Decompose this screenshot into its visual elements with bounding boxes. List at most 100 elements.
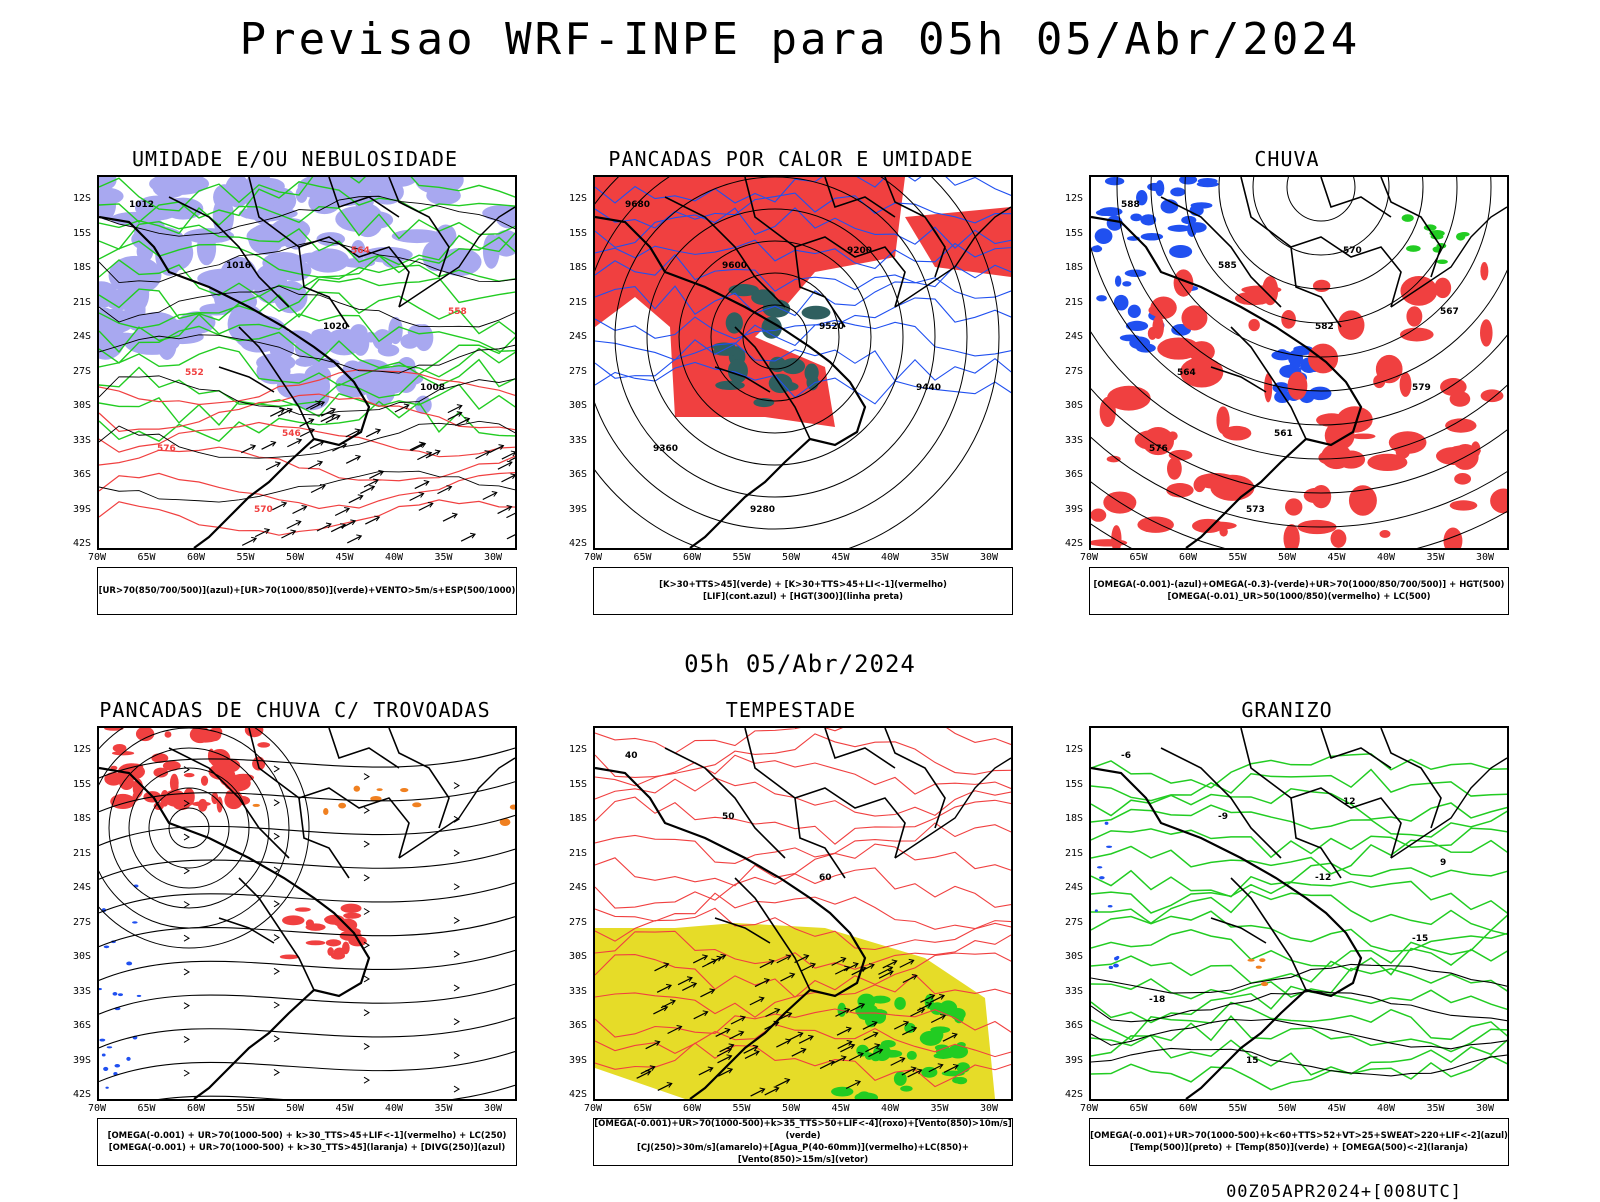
contour-label: -9 [1218, 812, 1228, 822]
lon-tick-label: 45W [831, 1103, 850, 1114]
contour-label: 9440 [916, 383, 941, 393]
lat-tick-label: 21S [1064, 847, 1083, 859]
map-granizo: -6 -9 -12 -15 -18 15 12 9 [1089, 726, 1509, 1101]
lon-tick-label: 65W [137, 552, 156, 563]
map-field-plot: 1012 1016 1020 1008 576 570 564 558 552 546 [99, 177, 515, 548]
contour-label: 552 [185, 368, 204, 378]
lon-tick-label: 55W [1228, 1103, 1247, 1114]
legend-line: [OMEGA(-0.001)+UR>70(1000-500)+k>35_TTS>… [594, 1119, 1012, 1141]
lon-tick-label: 70W [583, 552, 603, 563]
lon-tick-label: 50W [1277, 1103, 1297, 1114]
lat-tick-label: 42S [72, 538, 91, 549]
lat-tick-label: 18S [568, 262, 587, 273]
panel-tempestade: TEMPESTADE 12S 15S 18S 21S 24S 27S 30S 33S 36S 39S… [541, 698, 1041, 1198]
contour-label: 564 [351, 246, 370, 256]
lon-tick-label: 65W [633, 1103, 652, 1114]
lat-tick-label: 27S [1064, 916, 1083, 928]
legend-line: [LIF](cont.azul) + [HGT(300)](linha pret… [702, 592, 904, 602]
main-title: Previsao WRF-INPE para 05h 05/Abr/2024 [239, 14, 1361, 65]
lat-tick-label: 36S [72, 1020, 91, 1031]
panel-title: GRANIZO [1241, 698, 1333, 722]
lon-tick-label: 45W [335, 552, 354, 563]
contour-label: 1016 [226, 261, 251, 271]
lat-tick-label: 12S [1064, 744, 1083, 755]
panel-pancadas-trovoadas: PANCADAS DE CHUVA C/ TROVOADAS 12S 15S 18S 2… [45, 698, 545, 1198]
lon-tick-label: 70W [1079, 552, 1099, 563]
contour-label: 585 [1218, 261, 1237, 271]
lat-tick-label: 42S [568, 538, 587, 549]
map-tempestade: 40 50 60 [593, 726, 1013, 1101]
lat-tick-label: 24S [1064, 331, 1083, 342]
lon-tick-label: 45W [1327, 552, 1346, 563]
panel-legend: [K>30+TTS>45](verde) + [K>30+TTS>45+LI<-… [593, 567, 1013, 615]
lon-tick-label: 70W [87, 1103, 107, 1114]
contour-label: 1012 [129, 200, 154, 210]
contour-label: 9 [1440, 858, 1446, 868]
lon-tick-label: 60W [682, 552, 702, 563]
lat-tick-label: 30S [1064, 400, 1083, 411]
map-field-plot: -6 -9 -12 -15 -18 15 12 9 [1091, 728, 1507, 1099]
lon-tick-label: 50W [781, 1103, 801, 1114]
contour-label: 12 [1343, 797, 1356, 807]
panel-title: UMIDADE E/OU NEBULOSIDADE [131, 147, 459, 171]
lat-tick-label: 12S [568, 744, 587, 755]
lat-tick-label: 39S [568, 1054, 587, 1066]
map-pancadas-trovoadas [97, 726, 517, 1101]
lat-tick-label: 12S [72, 744, 91, 755]
contour-label: 1020 [323, 322, 348, 332]
contour-label: 576 [1149, 444, 1168, 454]
lat-tick-label: 18S [72, 813, 91, 824]
lat-tick-label: 33S [72, 434, 91, 446]
contour-label: 9280 [750, 505, 775, 515]
contour-label: 9600 [722, 261, 747, 271]
contour-label: 576 [157, 444, 176, 454]
lon-tick-label: 35W [1426, 1103, 1445, 1114]
contour-label: 561 [1274, 429, 1293, 439]
lon-tick-label: 40W [880, 552, 900, 563]
lon-tick-label: 55W [236, 552, 255, 563]
lon-tick-label: 40W [384, 552, 404, 563]
lon-tick-label: 35W [1426, 552, 1445, 563]
contour-label: 573 [1246, 505, 1265, 515]
map-field-plot: 40 50 60 [595, 728, 1011, 1099]
lon-tick-label: 65W [1129, 552, 1148, 563]
lon-tick-label: 70W [583, 1103, 603, 1114]
legend-line: [OMEGA(-0.01)_UR>50(1000/850)(vermelho) … [1167, 592, 1431, 602]
contour-label: 60 [819, 873, 832, 883]
contour-label: 50 [722, 812, 735, 822]
lat-tick-label: 39S [72, 1054, 91, 1066]
lat-tick-label: 42S [72, 1089, 91, 1100]
lat-tick-label: 36S [1064, 469, 1083, 480]
lon-tick-label: 35W [434, 552, 453, 563]
panel-legend: [OMEGA(-0.001) + UR>70(1000-500) + k>30_… [97, 1118, 517, 1166]
lat-tick-label: 30S [72, 951, 91, 962]
contour-label: 582 [1315, 322, 1334, 332]
lon-tick-label: 45W [831, 552, 850, 563]
legend-line: [K>30+TTS>45](verde) + [K>30+TTS>45+LI<-… [659, 580, 947, 590]
footer-run-id: 00Z05APR2024+[008UTC] [1226, 1182, 1462, 1202]
contour-label: 9520 [819, 322, 844, 332]
lon-tick-label: 60W [1178, 552, 1198, 563]
lon-tick-label: 50W [285, 1103, 305, 1114]
contour-label: 9360 [653, 444, 678, 454]
lat-tick-label: 21S [72, 847, 91, 859]
lat-tick-label: 36S [568, 1020, 587, 1031]
contour-label: 40 [625, 751, 638, 761]
contour-label: 1008 [420, 383, 445, 393]
contour-label: 570 [254, 505, 273, 515]
contour-label: 15 [1246, 1056, 1259, 1066]
lon-tick-label: 30W [1475, 552, 1495, 563]
contour-label: -15 [1412, 934, 1428, 944]
map-field-plot: 588 585 582 579 576 573 570 567 564 561 [1091, 177, 1507, 548]
lat-tick-label: 33S [568, 985, 587, 997]
map-field-plot: 9680 9600 9520 9440 9360 9280 9200 [595, 177, 1011, 548]
lat-tick-label: 15S [568, 778, 587, 790]
lon-tick-label: 30W [1475, 1103, 1495, 1114]
legend-line: [OMEGA(-0.001)+UR>70(1000-500)+k<60+TTS>… [1090, 1131, 1508, 1141]
lon-tick-label: 45W [1327, 1103, 1346, 1114]
contour-label: -18 [1149, 995, 1165, 1005]
lat-tick-label: 36S [568, 469, 587, 480]
panel-title: CHUVA [1254, 147, 1320, 171]
map-field-plot [99, 728, 515, 1099]
lat-tick-label: 27S [72, 365, 91, 377]
